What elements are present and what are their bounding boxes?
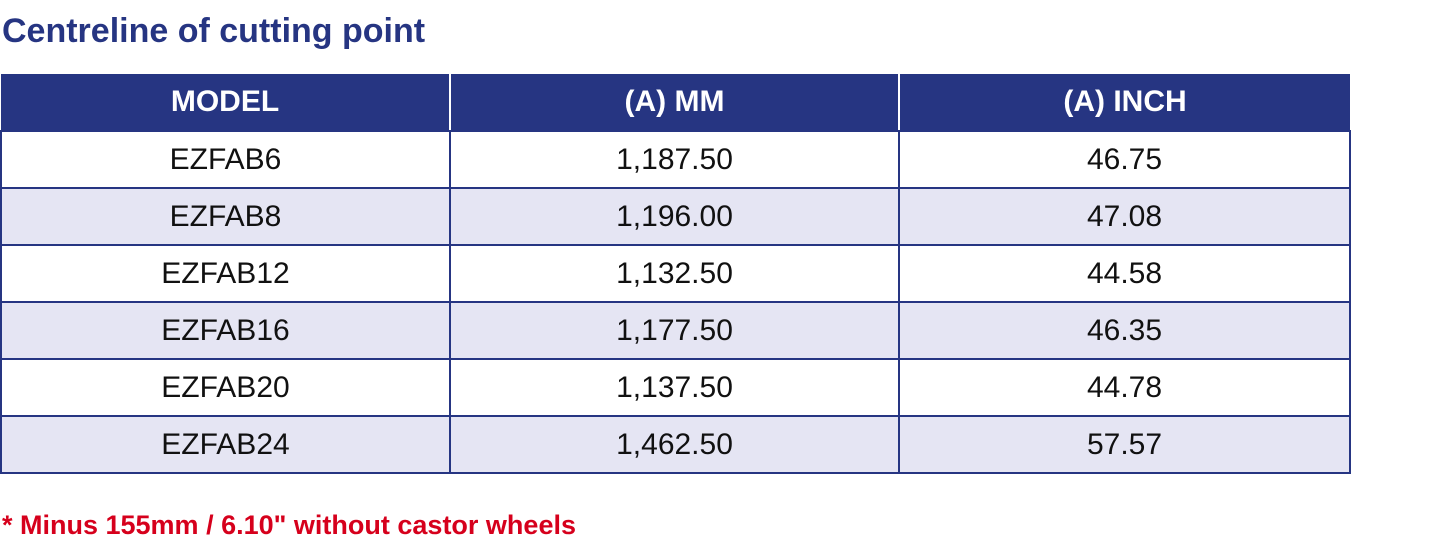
table-row: EZFAB12 1,132.50 44.58	[0, 244, 1351, 303]
data-table: MODEL (A) MM (A) INCH EZFAB6 1,187.50 46.75 E…	[0, 74, 1351, 474]
table-cell: 1,196.00	[449, 187, 900, 246]
table-header: MODEL (A) MM (A) INCH	[1, 74, 1350, 132]
table-row: EZFAB8 1,196.00 47.08	[0, 187, 1351, 246]
table-body: EZFAB6 1,187.50 46.75 EZFAB8 1,196.00 47.08 EZ…	[0, 130, 1351, 474]
table-cell: 46.75	[898, 130, 1351, 189]
table-row: EZFAB16 1,177.50 46.35	[0, 301, 1351, 360]
table-cell: 1,462.50	[449, 415, 900, 474]
table-cell: EZFAB12	[0, 244, 451, 303]
table-row: EZFAB20 1,137.50 44.78	[0, 358, 1351, 417]
table-cell: 57.57	[898, 415, 1351, 474]
table-cell: 44.78	[898, 358, 1351, 417]
table-cell: 1,177.50	[449, 301, 900, 360]
header-cell: MODEL	[1, 74, 450, 132]
table-cell: 1,132.50	[449, 244, 900, 303]
table-cell: EZFAB20	[0, 358, 451, 417]
footnote: * Minus 155mm / 6.10" without castor whe…	[2, 510, 576, 540]
table-cell: EZFAB16	[0, 301, 451, 360]
table-row: EZFAB24 1,462.50 57.57	[0, 415, 1351, 474]
title: Centreline of cutting point	[2, 12, 426, 50]
table-cell: EZFAB8	[0, 187, 451, 246]
table-cell: EZFAB6	[0, 130, 451, 189]
header-cell: (A) MM	[449, 74, 899, 132]
header-row: MODEL (A) MM (A) INCH	[1, 74, 1350, 132]
table-cell: 1,137.50	[449, 358, 900, 417]
table-cell: EZFAB24	[0, 415, 451, 474]
header-cell: (A) INCH	[898, 74, 1350, 132]
table-row: EZFAB6 1,187.50 46.75	[0, 130, 1351, 189]
table-cell: 44.58	[898, 244, 1351, 303]
table-cell: 46.35	[898, 301, 1351, 360]
table-cell: 47.08	[898, 187, 1351, 246]
table-cell: 1,187.50	[449, 130, 900, 189]
